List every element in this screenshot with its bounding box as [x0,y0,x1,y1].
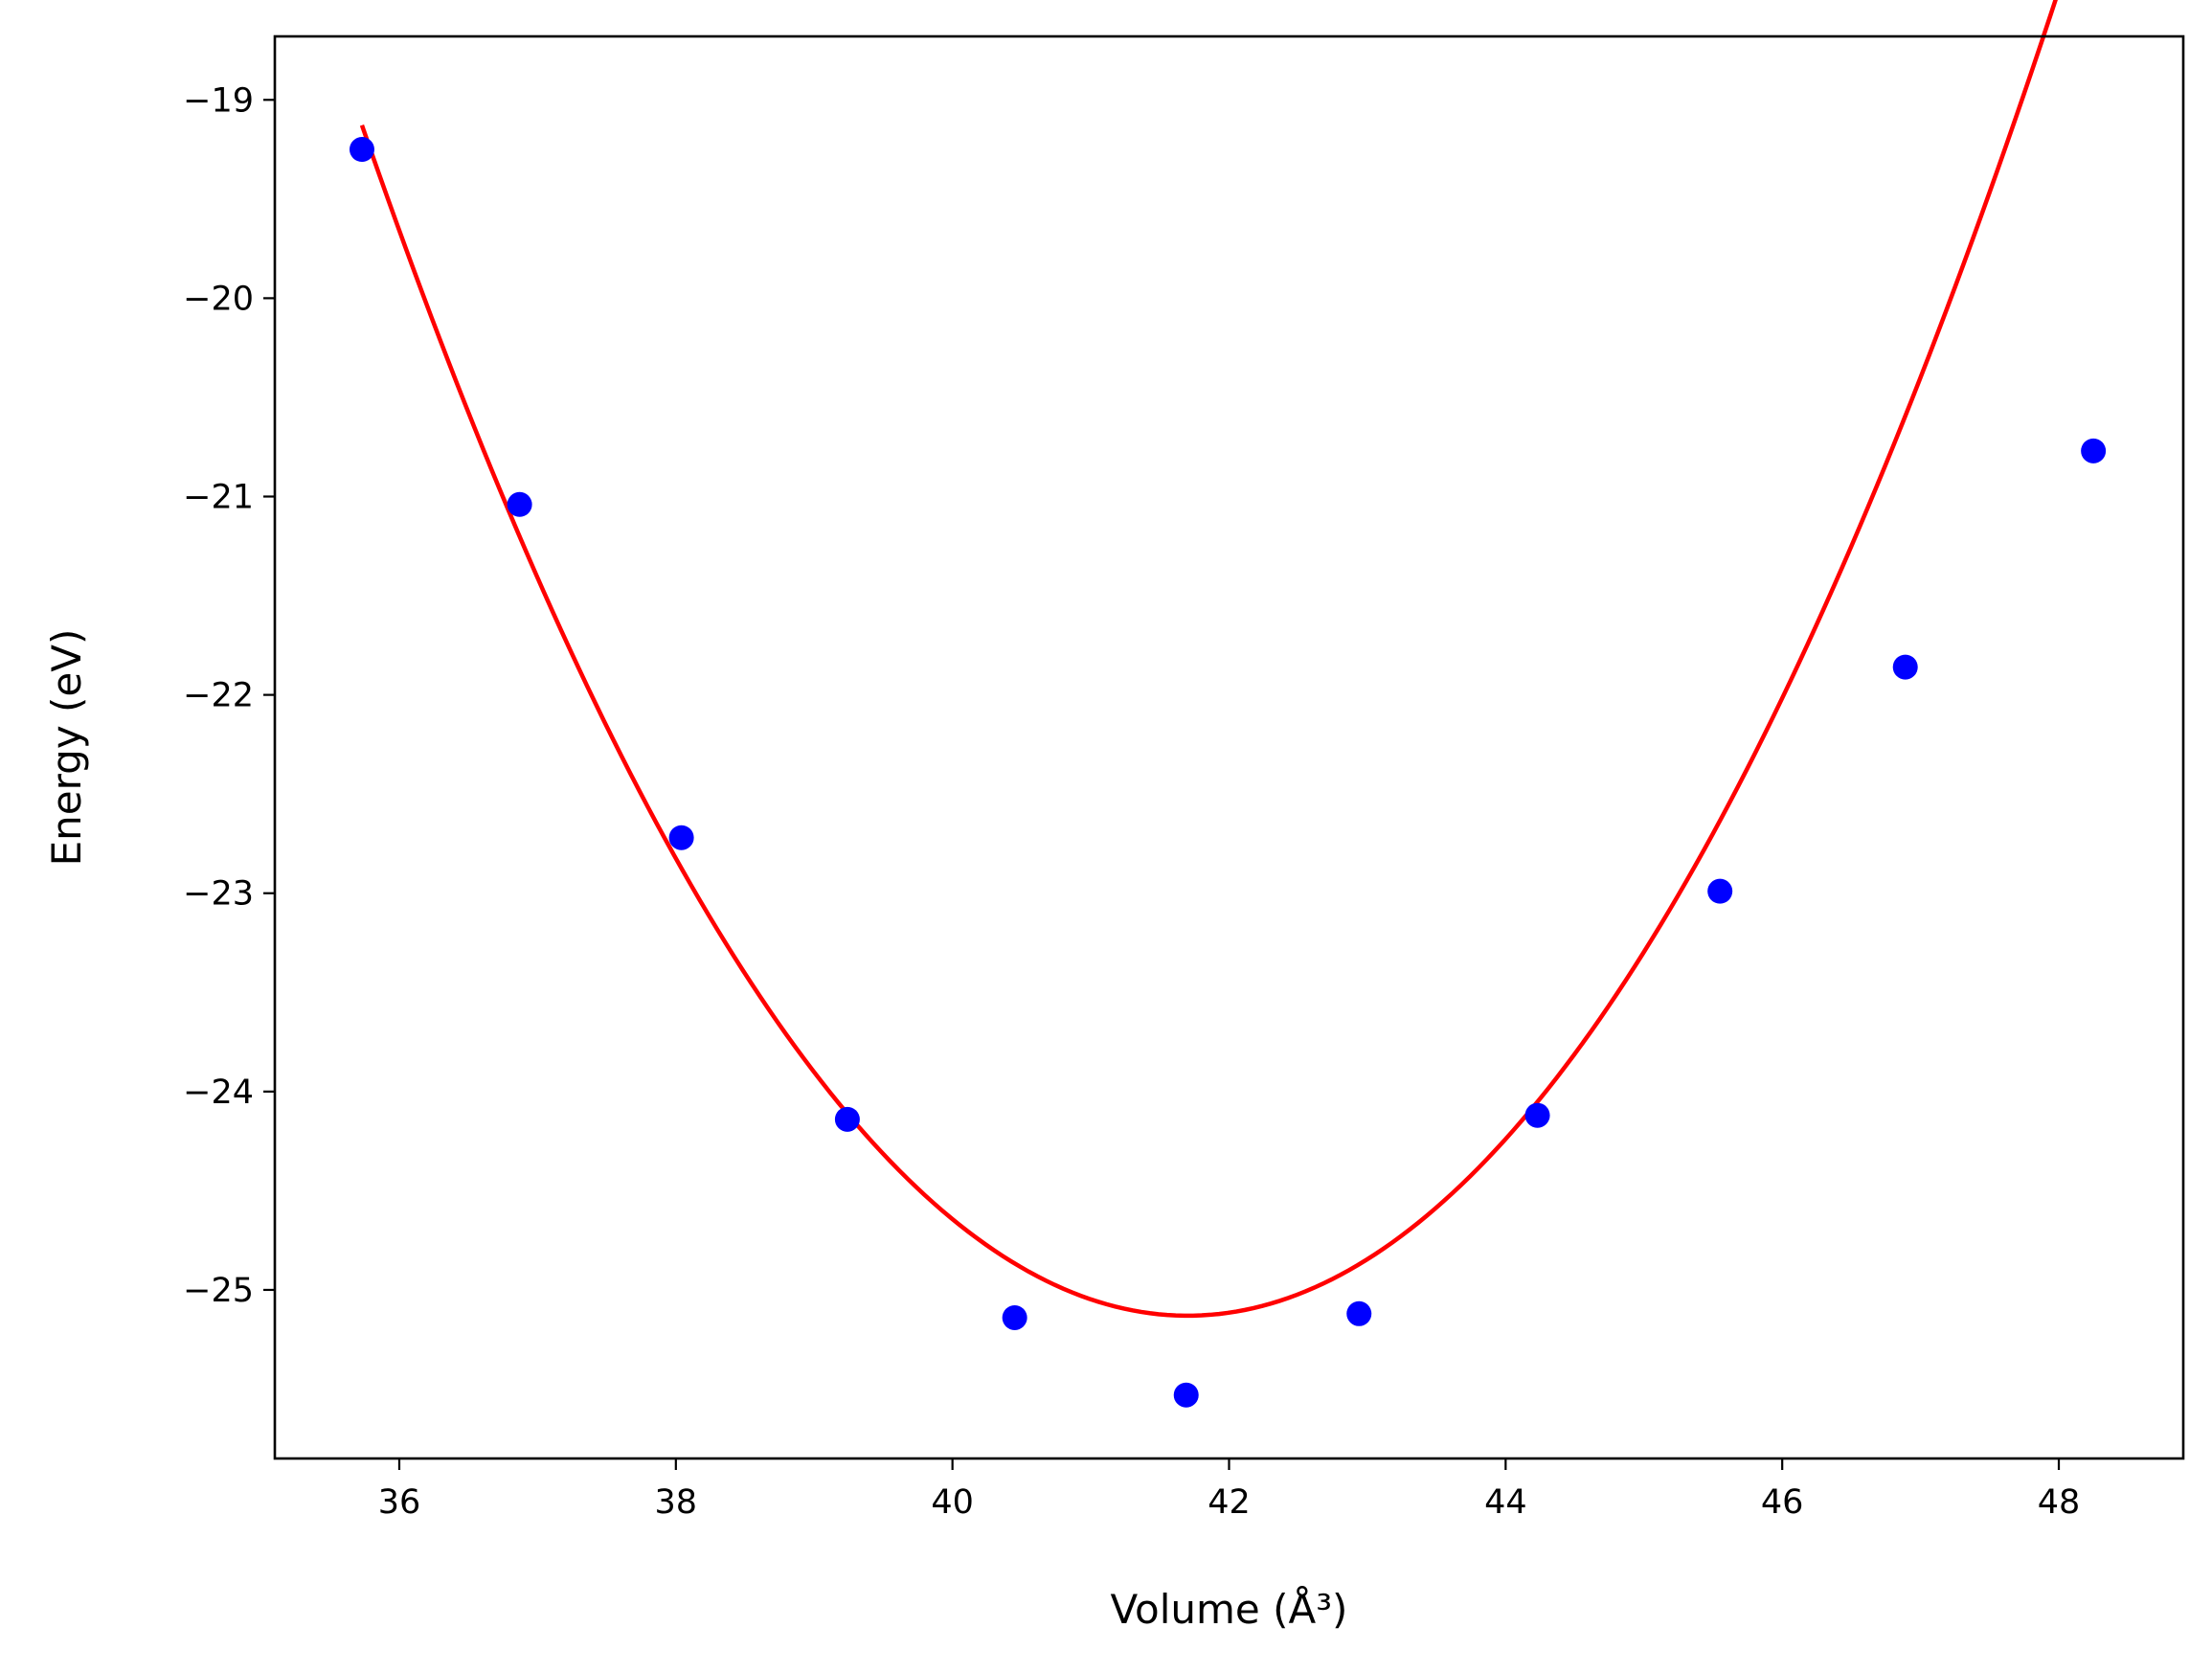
data-point [834,1106,860,1132]
data-point [1524,1102,1550,1128]
y-axis-label: Energy (eV) [43,629,90,867]
x-tick-label: 46 [1761,1483,1804,1522]
x-tick-label: 36 [378,1483,421,1522]
data-point [668,825,694,850]
x-tick-label: 48 [2038,1483,2081,1522]
data-point [1346,1300,1372,1326]
y-tick-label: −19 [183,81,254,120]
y-tick-label: −25 [183,1272,254,1310]
x-tick-label: 42 [1208,1483,1251,1522]
data-point [2081,438,2107,463]
x-axis-label: Volume (Å³) [1111,1585,1348,1633]
y-axis: −19 −20 −21 −22 −23 −24 −25 [183,81,275,1310]
data-point [1002,1304,1027,1330]
y-tick-label: −24 [183,1074,254,1112]
data-point [349,137,374,163]
data-point [1173,1382,1199,1408]
y-tick-label: −21 [183,479,254,517]
y-tick-label: −20 [183,280,254,318]
y-tick-label: −22 [183,677,254,715]
fit-curve [359,0,2058,1319]
data-point [507,491,532,517]
data-point [1892,654,1918,680]
plot-layer [349,0,2107,1408]
y-tick-label: −23 [183,875,254,914]
x-tick-label: 40 [931,1483,974,1522]
x-axis: 36 38 40 42 44 46 48 [378,1458,2081,1522]
x-tick-label: 38 [655,1483,698,1522]
data-point [1707,878,1733,904]
x-tick-label: 44 [1484,1483,1527,1522]
